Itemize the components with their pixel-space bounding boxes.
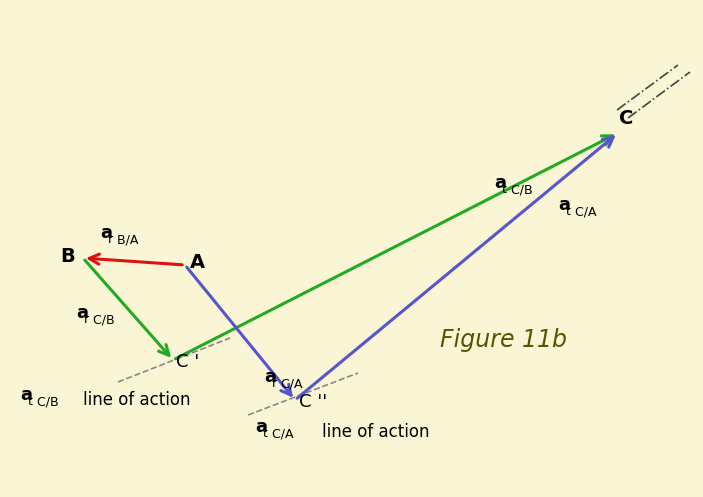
Text: line of action: line of action (322, 423, 430, 441)
Text: t: t (502, 183, 507, 196)
Text: C/A: C/A (572, 205, 597, 219)
Text: line of action: line of action (83, 391, 191, 409)
Text: a: a (20, 386, 32, 404)
Text: C: C (619, 108, 633, 128)
Text: Figure 11b: Figure 11b (440, 328, 567, 352)
Text: C/A: C/A (278, 377, 303, 391)
Text: r: r (84, 314, 89, 327)
Text: B: B (60, 248, 75, 266)
Text: B/A: B/A (113, 234, 138, 247)
Text: C ': C ' (176, 353, 199, 371)
Text: r: r (272, 377, 277, 391)
Text: C/A: C/A (269, 427, 294, 440)
Text: C/B: C/B (89, 314, 115, 327)
Text: t: t (28, 396, 32, 409)
Text: C/B: C/B (508, 183, 533, 196)
Text: C '': C '' (299, 393, 328, 411)
Text: r: r (108, 234, 113, 247)
Text: C/B: C/B (33, 396, 59, 409)
Text: t: t (263, 427, 268, 440)
Text: a: a (494, 174, 506, 192)
Text: a: a (255, 418, 267, 436)
Text: a: a (76, 304, 88, 322)
Text: a: a (100, 224, 112, 242)
Text: a: a (264, 368, 276, 386)
Text: t: t (566, 205, 571, 219)
Text: a: a (558, 196, 570, 214)
Text: A: A (190, 253, 205, 272)
